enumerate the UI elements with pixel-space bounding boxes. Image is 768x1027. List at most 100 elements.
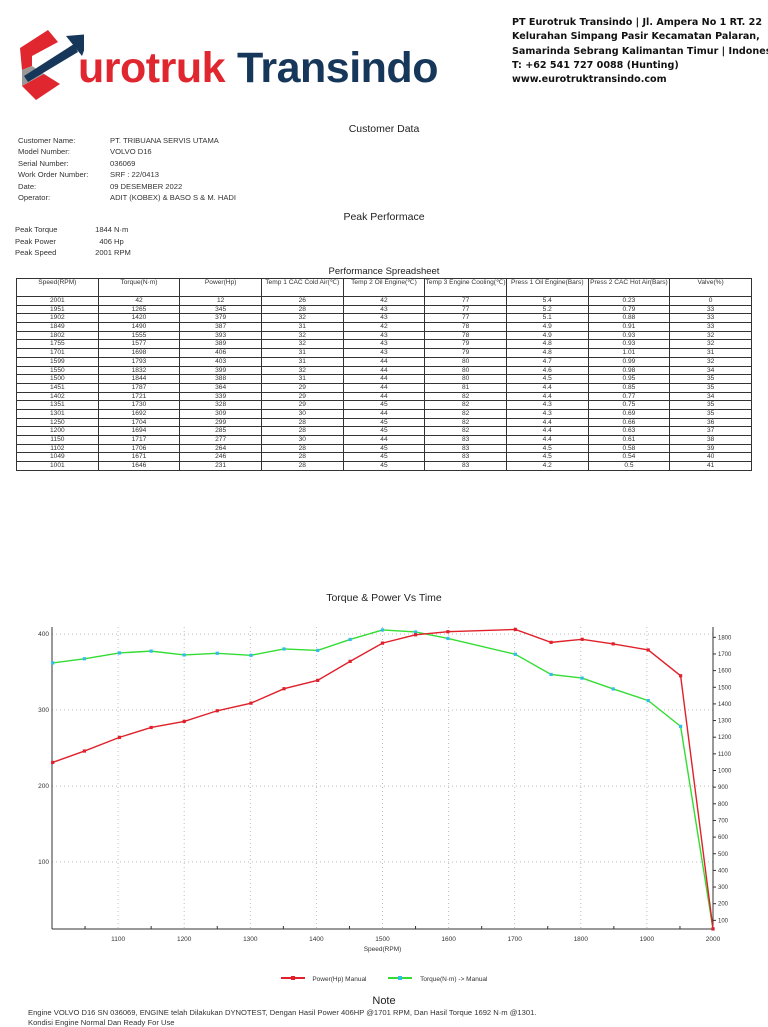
y-right-tick-label: 1700 <box>718 652 732 658</box>
address-line: Samarinda Sebrang Kalimantan Timur | Ind… <box>512 45 768 59</box>
table-cell: 34 <box>670 366 752 375</box>
legend-power-label: Power(Hp) Manual <box>312 976 366 983</box>
field-unit: N·m <box>114 225 128 234</box>
table-cell: 83 <box>425 444 507 453</box>
column-header: Temp 2 Oil Engine(℃) <box>343 279 425 297</box>
data-point-torque <box>612 687 615 690</box>
table-cell: 83 <box>425 462 507 471</box>
table-cell: 37 <box>670 427 752 436</box>
table-cell: 31 <box>261 349 343 358</box>
table-cell: 35 <box>670 383 752 392</box>
table-cell: 4.5 <box>506 375 588 384</box>
data-point-torque <box>118 651 121 654</box>
table-cell: 406 <box>180 349 262 358</box>
data-point-power <box>183 720 186 723</box>
table-cell: 403 <box>180 357 262 366</box>
field-value: ADIT (KOBEX) & BASO S & M. HADI <box>110 193 236 202</box>
table-cell: 77 <box>425 297 507 306</box>
customer-data: Customer Name:PT. TRIBUANA SERVIS UTAMA … <box>18 136 418 206</box>
table-cell: 1200 <box>17 427 99 436</box>
column-header: Temp 3 Engine Cooling(℃) <box>425 279 507 297</box>
y-right-tick-label: 1800 <box>718 635 732 641</box>
logo-text-eurotruk: urotruk <box>78 44 225 92</box>
x-tick-label: 2000 <box>706 936 721 943</box>
table-cell: 399 <box>180 366 262 375</box>
customer-data-title: Customer Data <box>0 123 768 135</box>
note-text: Engine VOLVO D16 SN 036069, ENGINE telah… <box>28 1008 536 1027</box>
chart-legend: Power(Hp) Manual Torque(N·m) -> Manual <box>0 975 768 983</box>
table-cell: 4.4 <box>506 436 588 445</box>
data-point-torque <box>83 657 86 660</box>
spreadsheet-title: Performance Spreadsheet <box>0 266 768 277</box>
table-cell: 1301 <box>17 409 99 418</box>
table-cell: 4.4 <box>506 427 588 436</box>
field-value: SRF : 22/0413 <box>110 170 159 179</box>
field-label: Peak Power <box>15 237 56 246</box>
table-cell: 29 <box>261 401 343 410</box>
data-point-power <box>414 633 417 636</box>
note-line: Engine VOLVO D16 SN 036069, ENGINE telah… <box>28 1008 536 1018</box>
table-cell: 45 <box>343 444 425 453</box>
table-cell: 0.23 <box>588 297 670 306</box>
table-cell: 39 <box>670 444 752 453</box>
data-point-torque <box>349 638 352 641</box>
table-cell: 28 <box>261 418 343 427</box>
table-cell: 1.01 <box>588 349 670 358</box>
table-cell: 389 <box>180 340 262 349</box>
table-cell: 345 <box>180 305 262 314</box>
data-point-power <box>349 660 352 663</box>
table-cell: 43 <box>343 305 425 314</box>
field-unit: RPM <box>114 248 131 257</box>
table-cell: 1832 <box>98 366 180 375</box>
table-cell: 30 <box>261 409 343 418</box>
table-cell: 44 <box>343 357 425 366</box>
field-label: Operator: <box>18 193 50 202</box>
table-cell: 364 <box>180 383 262 392</box>
table-cell: 1500 <box>17 375 99 384</box>
table-cell: 33 <box>670 314 752 323</box>
table-cell: 4.9 <box>506 331 588 340</box>
table-cell: 1250 <box>17 418 99 427</box>
table-cell: 4.6 <box>506 366 588 375</box>
table-cell: 1704 <box>98 418 180 427</box>
table-cell: 5.2 <box>506 305 588 314</box>
table-cell: 1001 <box>17 462 99 471</box>
table-cell: 77 <box>425 305 507 314</box>
table-cell: 4.3 <box>506 409 588 418</box>
table-cell: 0.66 <box>588 418 670 427</box>
table-cell: 82 <box>425 401 507 410</box>
x-tick-label: 1600 <box>441 936 456 943</box>
data-point-torque <box>282 647 285 650</box>
table-cell: 231 <box>180 462 262 471</box>
legend-torque-label: Torque(N·m) -> Manual <box>420 976 487 983</box>
y-right-tick-label: 200 <box>718 902 729 908</box>
table-cell: 1730 <box>98 401 180 410</box>
data-point-power <box>647 648 650 651</box>
column-header: Torque(N·m) <box>98 279 180 297</box>
data-point-torque <box>549 673 552 676</box>
table-cell: 1550 <box>17 366 99 375</box>
table-cell: 4.5 <box>506 453 588 462</box>
website-link[interactable]: www.eurotruktransindo.com <box>512 73 768 87</box>
table-cell: 43 <box>343 314 425 323</box>
table-cell: 1793 <box>98 357 180 366</box>
data-point-power <box>83 749 86 752</box>
data-point-power <box>446 630 449 633</box>
table-cell: 1694 <box>98 427 180 436</box>
table-cell: 1787 <box>98 383 180 392</box>
table-cell: 45 <box>343 453 425 462</box>
y-right-tick-label: 900 <box>718 785 729 791</box>
table-cell: 31 <box>261 357 343 366</box>
table-cell: 1420 <box>98 314 180 323</box>
table-cell: 35 <box>670 375 752 384</box>
table-cell: 1721 <box>98 392 180 401</box>
table-cell: 42 <box>343 297 425 306</box>
table-cell: 0.58 <box>588 444 670 453</box>
